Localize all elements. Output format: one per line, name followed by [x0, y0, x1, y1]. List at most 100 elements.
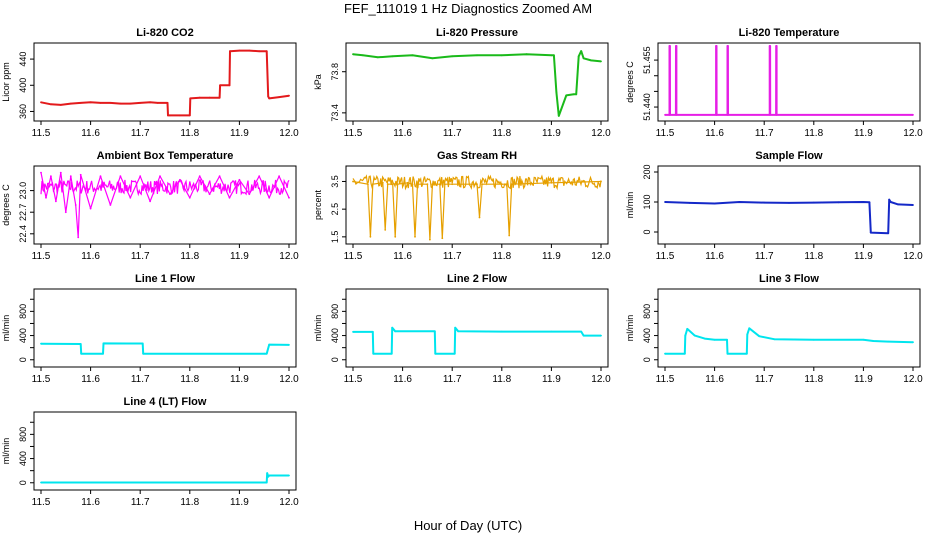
- data-point: [525, 53, 528, 56]
- data-point: [748, 327, 751, 330]
- data-point: [228, 84, 231, 87]
- data-point: [600, 60, 602, 63]
- data-point: [575, 93, 578, 96]
- plot-frame: [33, 42, 297, 122]
- data-point: [600, 334, 602, 337]
- plot-frame: [345, 288, 609, 368]
- y-tick-label: 0: [18, 480, 28, 485]
- chart-panel: Line 1 Flow ml/min 0 400 800 11.5 11.6 11.7 11.8…: [1, 273, 299, 385]
- data-point: [188, 196, 191, 199]
- data-point: [887, 340, 890, 343]
- data-point: [703, 337, 706, 340]
- y-tick-label: 400: [18, 78, 28, 93]
- x-tick-label: 11.7: [131, 128, 150, 139]
- data-point: [500, 54, 503, 57]
- data-point: [763, 201, 766, 204]
- y-tick-label: 800: [642, 304, 652, 319]
- data-point: [478, 216, 481, 219]
- plot-frame: [345, 165, 609, 245]
- chart-panel: Li-820 CO2 Licor ppm 360 400 440 11.5 11.6 11.7…: [1, 27, 299, 139]
- data-point: [50, 175, 52, 178]
- data-point: [169, 114, 171, 117]
- data-point: [99, 102, 102, 104]
- data-point: [773, 338, 775, 341]
- chart-title: Li-820 Temperature: [739, 27, 840, 39]
- chart-title: Sample Flow: [755, 150, 823, 162]
- data-point: [99, 175, 102, 178]
- data-point: [129, 196, 132, 199]
- data-point: [119, 102, 122, 105]
- x-tick-label: 11.9: [854, 128, 873, 139]
- x-tick-label: 12.0: [279, 251, 299, 262]
- data-point: [887, 232, 890, 235]
- data-point: [500, 183, 503, 186]
- chart-title: Line 4 (LT) Flow: [124, 396, 207, 408]
- data-point: [198, 96, 201, 99]
- data-point: [386, 183, 389, 186]
- data-point: [258, 50, 261, 53]
- data-point: [119, 175, 122, 178]
- chart-title: Ambient Box Temperature: [97, 150, 234, 162]
- y-tick-label: 800: [18, 304, 28, 319]
- data-point: [139, 481, 142, 484]
- x-tick-label: 11.9: [230, 128, 249, 139]
- x-axis-title: Hour of Day (UTC): [413, 518, 523, 533]
- chart-title: Line 2 Flow: [447, 273, 507, 285]
- data-point: [590, 59, 592, 62]
- data-point: [40, 171, 42, 174]
- x-tick-label: 11.8: [180, 251, 199, 262]
- chart-title: Line 1 Flow: [135, 273, 195, 285]
- chart-panel: Ambient Box Temperature degrees C 22.4 22.7…: [1, 150, 299, 262]
- data-point: [390, 352, 393, 355]
- data-point: [580, 50, 583, 52]
- y-tick-label: 100: [642, 194, 652, 209]
- data-point: [686, 328, 689, 330]
- series-line: [664, 198, 914, 235]
- data-point: [675, 114, 678, 116]
- data-point: [352, 180, 354, 183]
- x-tick-label: 12.0: [279, 497, 299, 508]
- data-point: [684, 334, 687, 337]
- x-tick-label: 11.9: [230, 374, 249, 385]
- data-point: [268, 196, 271, 199]
- data-point: [288, 344, 290, 346]
- data-point: [812, 338, 815, 341]
- x-tick-label: 11.9: [542, 374, 561, 385]
- data-point: [352, 331, 354, 333]
- data-point: [693, 334, 696, 337]
- chart-title: Gas Stream RH: [437, 150, 517, 162]
- data-point: [897, 203, 899, 206]
- x-tick-label: 11.9: [542, 128, 561, 139]
- data-point: [688, 202, 691, 204]
- x-tick-label: 11.7: [131, 497, 150, 508]
- main-title: FEF_111019 1 Hz Diagnostics Zoomed AM: [343, 1, 593, 16]
- x-tick-label: 11.9: [854, 251, 873, 262]
- y-tick-label: 22.7: [18, 203, 28, 221]
- data-point: [582, 57, 585, 60]
- plot-frame: [657, 42, 921, 122]
- data-point: [238, 481, 241, 484]
- data-point: [727, 114, 729, 116]
- data-point: [79, 173, 82, 176]
- data-point: [265, 50, 268, 53]
- data-point: [555, 91, 558, 94]
- chart-panel: Line 4 (LT) Flow ml/min 0 400 800 11.5 11.6 11.…: [1, 396, 299, 508]
- data-point: [758, 335, 761, 338]
- data-point: [431, 183, 434, 186]
- data-point: [371, 183, 374, 186]
- data-point: [550, 54, 553, 57]
- data-point: [189, 97, 192, 100]
- y-tick-label: 400: [18, 451, 28, 466]
- y-tick-label: 0: [330, 357, 340, 362]
- data-point: [669, 45, 671, 47]
- plot-frame: [33, 288, 297, 368]
- data-point: [89, 481, 92, 484]
- x-tick-label: 11.8: [492, 374, 511, 385]
- x-tick-label: 11.5: [344, 128, 363, 139]
- x-tick-label: 12.0: [903, 128, 923, 139]
- x-tick-label: 11.6: [393, 128, 412, 139]
- data-point: [265, 481, 268, 484]
- data-point: [453, 352, 456, 355]
- data-point: [362, 54, 364, 57]
